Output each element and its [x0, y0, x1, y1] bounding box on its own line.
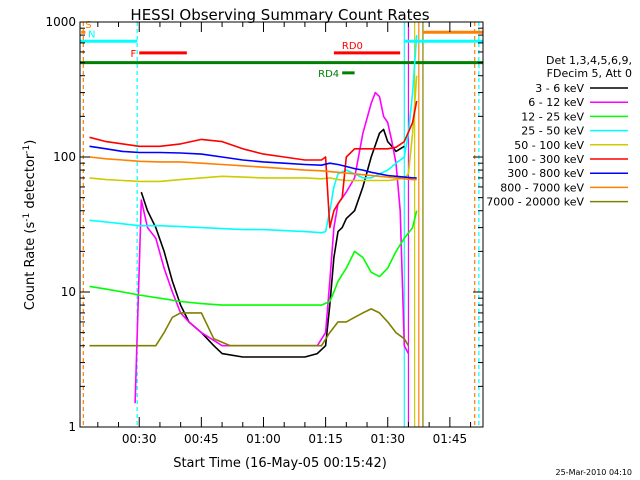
y-tick-label: 1000: [45, 15, 76, 29]
series-line-3: [89, 210, 418, 306]
legend: Det 1,3,4,5,6,9, FDecim 5, Att 0 3 - 6 k…: [486, 54, 632, 209]
y-axis-label: Count Rate (s-1 detector-1): [22, 140, 38, 311]
y-axis-label-main: Count Rate (s: [23, 222, 38, 311]
y-tick-label: 1: [68, 420, 76, 434]
flag-label-rd0: RD0: [342, 41, 363, 52]
legend-header-line-2: FDecim 5, Att 0: [547, 67, 632, 80]
series-line-7: [89, 145, 417, 179]
chart-title: HESSI Observing Summary Count Rates: [130, 6, 429, 24]
series-line-6: [89, 100, 418, 229]
plot-frame: [79, 21, 484, 428]
legend-label-2: 6 - 12 keV: [528, 96, 584, 109]
legend-label-6: 100 - 300 keV: [507, 153, 584, 166]
x-axis-label: Start Time (16-May-05 00:15:42): [173, 456, 387, 471]
legend-label-9: 7000 - 20000 keV: [486, 196, 584, 209]
y-axis-label-sup2: -1: [22, 145, 32, 154]
flag-label-f: F: [130, 49, 136, 60]
series-line-9: [89, 308, 410, 347]
y-axis-label-end: ): [23, 140, 38, 145]
x-tick-label: 01:30: [370, 432, 405, 446]
legend-label-1: 3 - 6 keV: [535, 82, 584, 95]
series-line-4: [89, 35, 418, 234]
legend-label-3: 12 - 25 keV: [521, 110, 584, 123]
x-tick-label: 00:45: [184, 432, 219, 446]
plot-area: SN F RD0 RD4: [80, 20, 483, 427]
flag-label-s: S: [85, 20, 91, 31]
series-line-8: [89, 156, 417, 181]
x-axis: 00:30 00:45 01:00 01:15 01:30 01:45: [97, 22, 472, 446]
y-axis-label-sup: -1: [22, 213, 32, 222]
legend-label-4: 25 - 50 keV: [521, 125, 584, 138]
series-line-2: [134, 91, 410, 404]
legend-label-7: 300 - 800 keV: [507, 167, 584, 180]
series-line-1: [140, 128, 405, 358]
legend-label-5: 50 - 100 keV: [514, 139, 584, 152]
x-tick-label: 01:45: [433, 432, 468, 446]
y-axis-label-mid: detector: [23, 153, 38, 213]
footer-date: 25-Mar-2010 04:10: [556, 468, 633, 477]
y-axis: 1 10 100 1000: [45, 15, 483, 434]
x-tick-label: 01:15: [308, 432, 343, 446]
legend-label-8: 800 - 7000 keV: [500, 181, 584, 194]
y-tick-label: 100: [53, 150, 76, 164]
y-tick-label: 10: [61, 285, 76, 299]
flag-label-n: N: [88, 29, 95, 40]
x-tick-label: 01:00: [246, 432, 281, 446]
series-line-5: [89, 75, 418, 183]
flag-label-rd4: RD4: [318, 69, 339, 80]
x-tick-label: 00:30: [122, 432, 157, 446]
legend-header-line-1: Det 1,3,4,5,6,9,: [546, 54, 632, 67]
